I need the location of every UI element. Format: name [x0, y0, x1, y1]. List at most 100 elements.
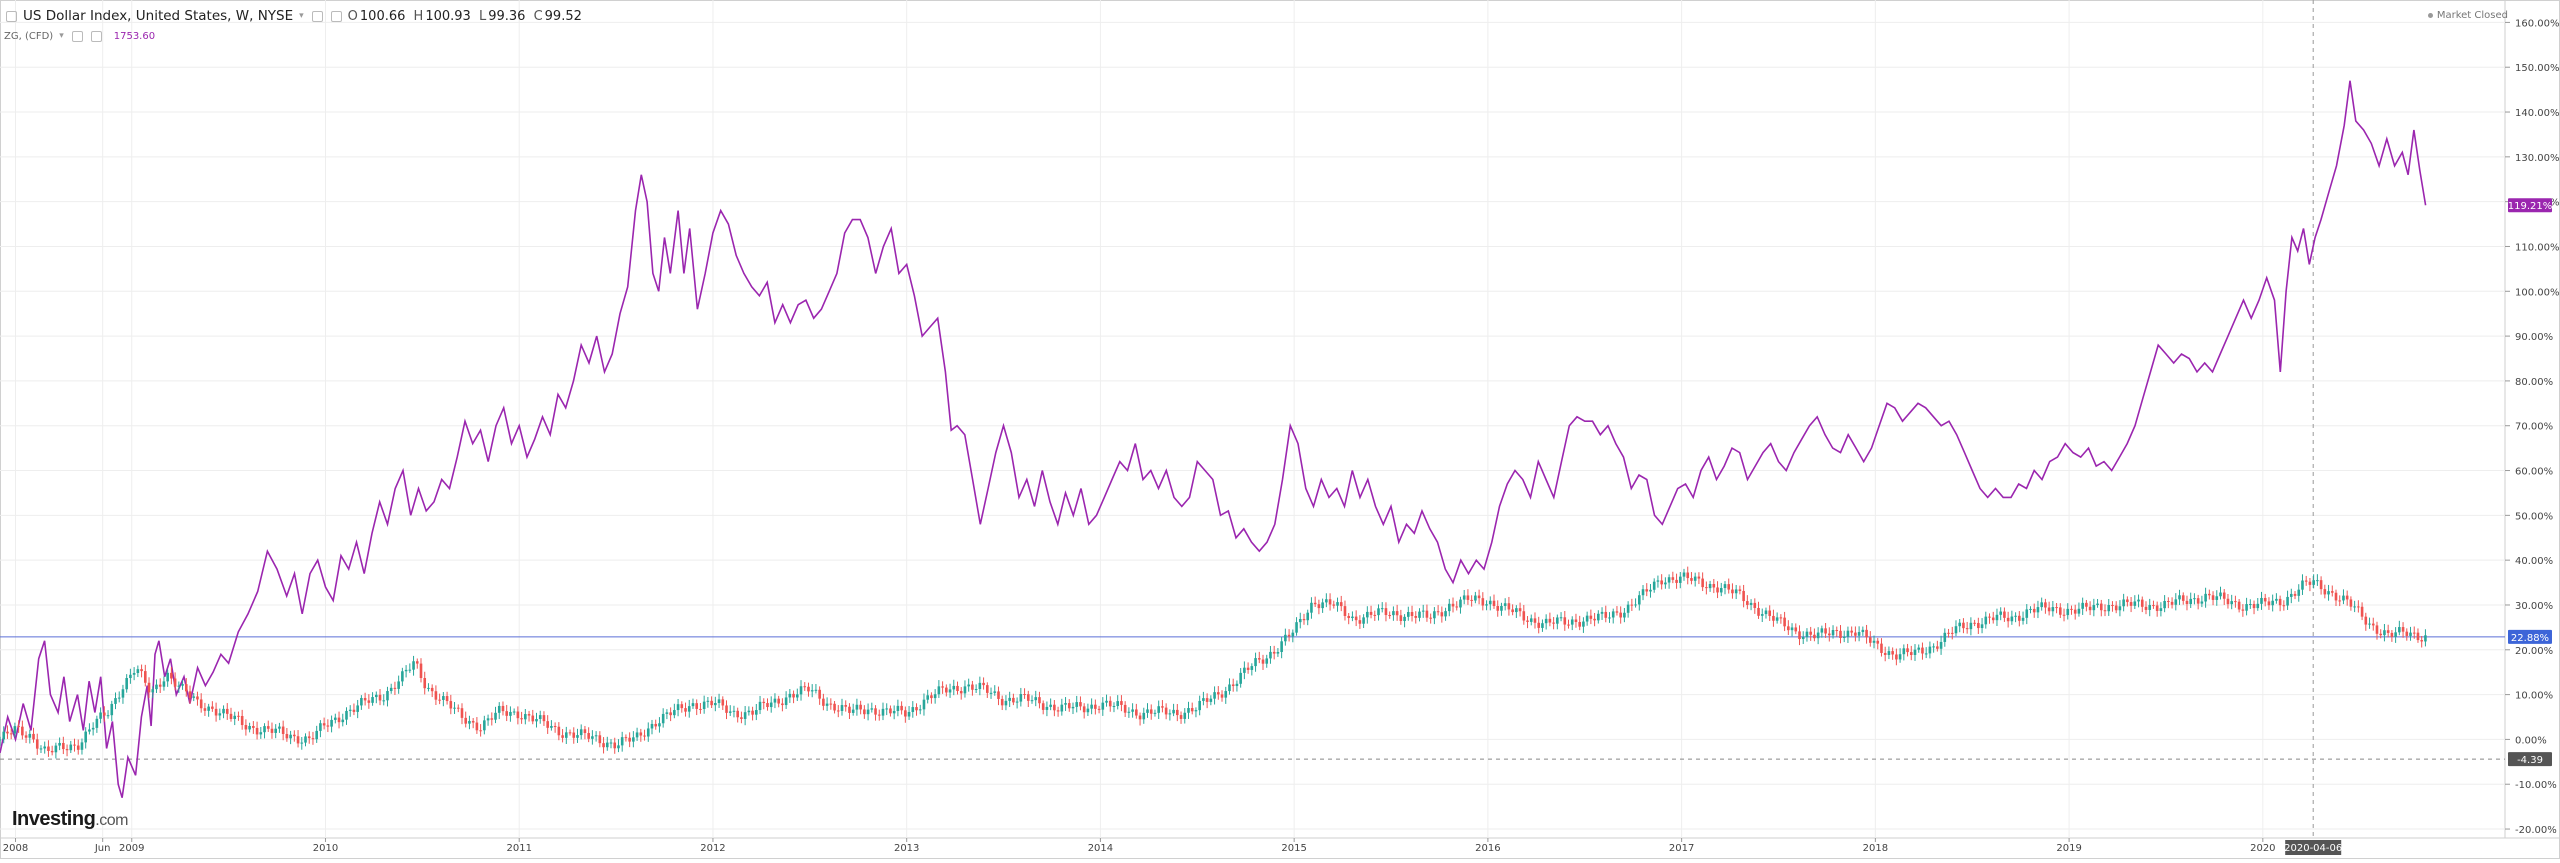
candle-body — [2096, 603, 2099, 606]
low-label: L 99.36 — [478, 8, 526, 24]
candle-body — [147, 682, 151, 693]
candle-body — [50, 750, 54, 753]
candle-body — [360, 697, 363, 706]
candle-body — [35, 739, 39, 749]
candle-body — [1146, 709, 1149, 713]
candle-body — [1149, 709, 1153, 714]
candle-body — [1563, 617, 1567, 625]
visibility-icon[interactable] — [311, 10, 323, 22]
candle-body — [1895, 654, 1898, 660]
investing-logo[interactable]: Investing.com — [12, 808, 128, 831]
candle-body — [807, 686, 810, 692]
x-tick-label: 2011 — [506, 843, 531, 854]
candle-body — [1950, 632, 1954, 634]
x-tick-label: 2020 — [2250, 843, 2275, 854]
candle-body — [784, 697, 788, 706]
candle-body — [1436, 611, 1440, 613]
candle-body — [2040, 602, 2043, 608]
candle-body — [1835, 630, 1839, 632]
candle-body — [2103, 610, 2107, 612]
candle-body — [1261, 659, 1265, 664]
candle-body — [561, 735, 564, 738]
candle-body — [203, 708, 207, 711]
candle-body — [930, 695, 933, 699]
candle-body — [1764, 610, 1768, 615]
candle-body — [572, 732, 576, 738]
y-tick-label: 60.00% — [2515, 467, 2553, 478]
candle-body — [337, 717, 341, 723]
visibility-icon[interactable] — [71, 30, 83, 42]
candle-body — [1638, 595, 1641, 605]
candle-body — [1410, 612, 1414, 617]
candle-body — [28, 733, 32, 738]
price-label-bg — [2508, 629, 2552, 644]
candle-body — [542, 715, 546, 722]
candle-body — [1123, 704, 1127, 713]
candle-body — [2390, 632, 2394, 637]
settings-icon[interactable] — [330, 10, 342, 22]
candle-body — [382, 700, 386, 702]
candle-body — [1593, 618, 1596, 621]
candle-body — [613, 742, 617, 749]
candle-body — [1012, 697, 1015, 703]
candle-body — [352, 709, 356, 712]
candle-body — [702, 701, 706, 710]
candle-body — [483, 720, 486, 731]
candle-body — [1932, 646, 1935, 648]
candle-body — [1891, 651, 1894, 655]
candle-body — [1753, 602, 1757, 608]
candle-body — [39, 748, 43, 750]
candle-body — [386, 691, 389, 701]
candle-body — [1623, 612, 1626, 618]
candle-body — [1839, 630, 1842, 638]
y-tick-label: 10.00% — [2515, 691, 2553, 702]
settings-icon[interactable] — [90, 30, 102, 42]
x-tick-label: 2009 — [119, 843, 144, 854]
chevron-down-icon[interactable]: ▾ — [299, 11, 304, 21]
candle-body — [2263, 597, 2267, 602]
candle-body — [2126, 599, 2129, 603]
chevron-down-icon[interactable]: ▾ — [59, 31, 64, 41]
candle-body — [442, 696, 445, 700]
candle-body — [281, 726, 285, 734]
candle-body — [1049, 704, 1052, 707]
candle-body — [2073, 609, 2077, 614]
candle-body — [24, 735, 28, 738]
candle-body — [1820, 628, 1824, 633]
candle-body — [1023, 694, 1026, 696]
candle-body — [535, 718, 538, 722]
candle-body — [1216, 692, 1220, 695]
candle-body — [304, 736, 307, 743]
candle-body — [1235, 683, 1239, 687]
candle-body — [1265, 658, 1269, 664]
candle-body — [591, 736, 594, 739]
x-tick-label: Jun — [94, 843, 111, 854]
candle-body — [598, 735, 602, 744]
candle-body — [1354, 616, 1358, 621]
candle-body — [1034, 697, 1038, 701]
candle-body — [658, 723, 661, 727]
candle-body — [322, 723, 326, 726]
candle-body — [1116, 701, 1120, 707]
candle-body — [617, 745, 620, 749]
candle-body — [2416, 632, 2420, 641]
candle-body — [99, 712, 102, 719]
collapse-icon[interactable] — [6, 10, 17, 22]
candle-body — [1503, 603, 1507, 606]
candle-body — [1779, 617, 1783, 619]
candle-body — [1075, 702, 1079, 707]
legend-main-title: US Dollar Index, United States, W, NYSE — [23, 8, 294, 24]
candle-body — [870, 708, 874, 710]
candle-body — [95, 718, 99, 728]
logo-domain: .com — [95, 812, 128, 829]
candle-body — [1995, 614, 1999, 621]
candle-body — [1194, 710, 1198, 712]
candle-body — [896, 705, 900, 711]
candle-body — [1474, 595, 1477, 601]
candle-body — [1913, 649, 1917, 656]
candle-body — [762, 701, 766, 704]
candle-body — [1466, 595, 1470, 600]
candle-body — [1742, 590, 1745, 602]
